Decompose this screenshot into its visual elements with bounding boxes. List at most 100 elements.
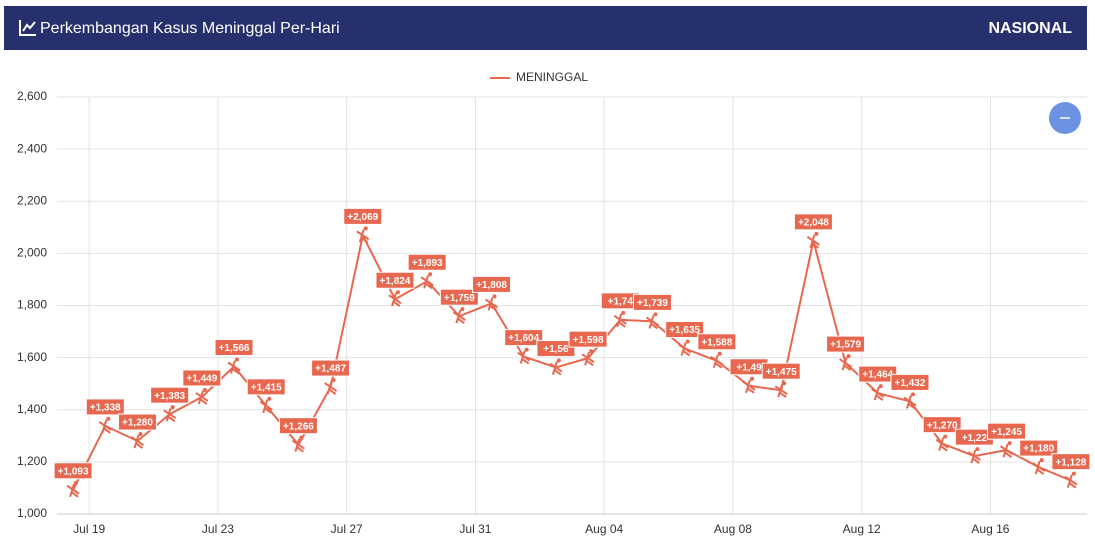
- marker: [613, 310, 627, 328]
- value-label: +2,069: [347, 212, 378, 223]
- marker-head: [1039, 458, 1044, 463]
- marker-icon: [871, 386, 885, 401]
- value-label: +2,048: [798, 218, 829, 229]
- marker-head: [235, 357, 240, 362]
- marker-head: [943, 434, 948, 439]
- marker: [195, 387, 209, 405]
- marker-head: [492, 294, 497, 299]
- value-label: +1,383: [154, 391, 185, 402]
- y-tick-label: 1,400: [17, 402, 47, 416]
- y-tick-label: 2,000: [17, 246, 47, 260]
- header-bar: [4, 6, 1087, 50]
- value-label: +1,432: [895, 378, 926, 389]
- marker-icon: [130, 434, 145, 449]
- marker: [324, 378, 338, 395]
- marker: [66, 480, 80, 498]
- marker-head: [782, 381, 787, 386]
- marker: [420, 272, 434, 290]
- marker-icon: [1064, 474, 1078, 489]
- value-label-box: [246, 378, 286, 396]
- value-label: +1,808: [476, 280, 507, 291]
- value-label: +1,759: [444, 293, 475, 304]
- marker-icon: [195, 390, 209, 405]
- series-line: [72, 232, 1072, 491]
- marker: [227, 357, 241, 375]
- marker: [517, 347, 531, 365]
- marker-head: [524, 347, 529, 352]
- marker-icon: [517, 350, 531, 365]
- marker: [1032, 458, 1046, 475]
- value-label: +1,464: [862, 370, 893, 381]
- marker-head: [331, 378, 336, 383]
- marker-icon: [903, 395, 917, 410]
- marker-head: [170, 405, 175, 410]
- value-label-box: [1051, 453, 1091, 471]
- value-label-box: [922, 416, 962, 434]
- value-label: +1,487: [315, 364, 346, 375]
- marker-icon: [388, 292, 402, 308]
- value-label: +1,588: [701, 337, 732, 348]
- marker-icon: [291, 438, 305, 453]
- marker: [1064, 471, 1078, 489]
- chart-icon: [19, 20, 36, 36]
- value-label: +1,824: [380, 276, 411, 287]
- marker-icon: [935, 437, 949, 452]
- marker: [871, 384, 885, 401]
- value-label-box: [343, 207, 383, 225]
- marker-icon: [98, 419, 112, 434]
- marker-head: [267, 396, 272, 401]
- y-tick-label: 2,200: [17, 193, 47, 207]
- header-region: NASIONAL: [988, 20, 1072, 37]
- y-tick-label: 1,600: [17, 350, 47, 364]
- zoom-button[interactable]: [1049, 102, 1081, 134]
- marker: [581, 349, 595, 366]
- marker-head: [395, 290, 400, 295]
- value-label: +1,245: [991, 427, 1022, 438]
- value-label-box: [85, 398, 125, 416]
- value-label-box: [150, 386, 190, 404]
- value-label-box: [504, 329, 544, 347]
- marker-head: [556, 358, 561, 363]
- marker: [935, 434, 949, 452]
- marker-icon: [259, 399, 273, 414]
- marker-head: [202, 387, 207, 392]
- marker: [999, 441, 1014, 458]
- x-tick-label: Jul 23: [202, 522, 234, 536]
- value-label-box: [568, 330, 608, 348]
- value-label: +1,128: [1055, 457, 1086, 468]
- value-label: +1,22: [962, 433, 988, 444]
- y-tick-label: 1,000: [17, 506, 47, 520]
- marker-head: [138, 432, 143, 437]
- marker: [452, 307, 466, 324]
- value-label-box: [793, 213, 833, 231]
- value-label-box: [53, 462, 93, 480]
- marker-head: [878, 384, 883, 389]
- marker-head: [814, 231, 819, 236]
- value-label: +1,415: [251, 382, 282, 393]
- marker-icon: [420, 274, 434, 290]
- marker-head: [975, 447, 980, 452]
- value-label: +1,56: [543, 344, 569, 355]
- value-label: +1,604: [508, 333, 539, 344]
- x-tick-label: Aug 16: [971, 522, 1009, 536]
- y-tick-label: 2,600: [17, 89, 47, 103]
- marker-icon: [678, 342, 692, 357]
- value-label-box: [214, 338, 254, 356]
- value-label-box: [278, 417, 318, 435]
- value-label: +1,093: [58, 466, 89, 477]
- marker: [388, 290, 402, 308]
- marker: [774, 381, 788, 399]
- value-label: +1,74: [608, 296, 634, 307]
- marker-head: [363, 226, 368, 231]
- marker-head: [589, 349, 594, 354]
- value-label-box: [665, 321, 705, 339]
- marker: [163, 405, 177, 422]
- value-label: +1,739: [637, 298, 668, 309]
- marker-icon: [645, 315, 660, 330]
- marker-icon: [710, 354, 724, 369]
- marker-icon: [549, 361, 563, 376]
- marker: [645, 312, 660, 330]
- marker-head: [1071, 471, 1076, 476]
- marker: [678, 339, 692, 357]
